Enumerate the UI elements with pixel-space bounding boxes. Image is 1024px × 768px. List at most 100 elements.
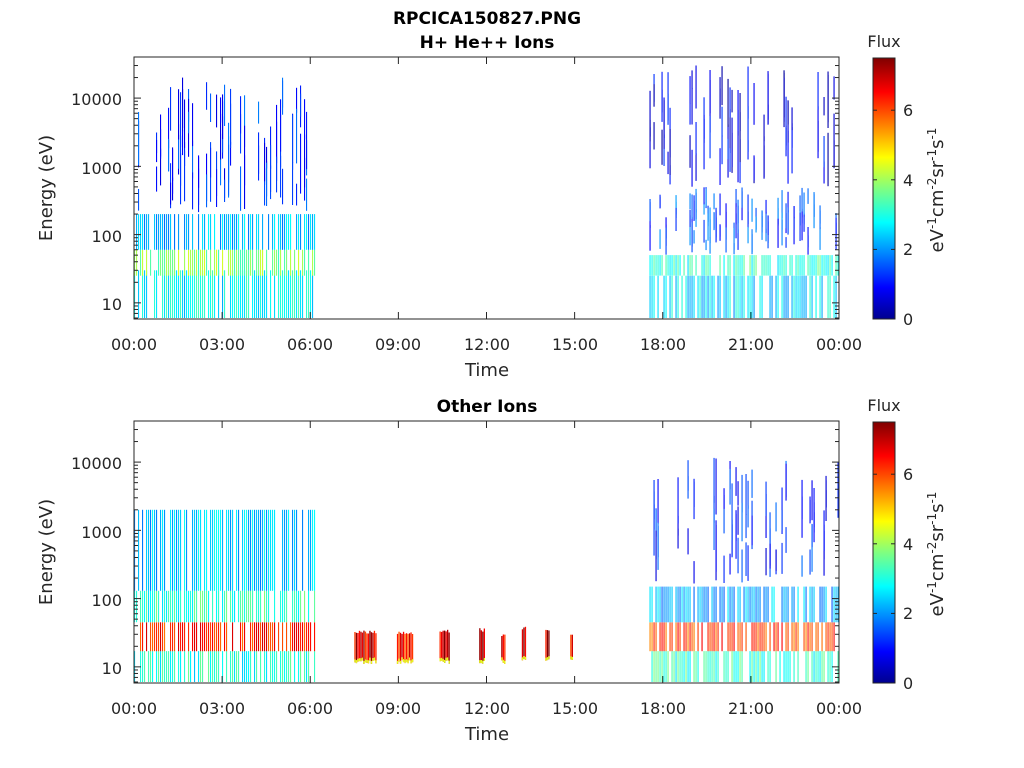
- burst-cell: [570, 656, 572, 660]
- spectrogram-cell: [649, 622, 651, 652]
- spectrogram-cell: [677, 477, 679, 524]
- spectrogram-cell: [250, 622, 252, 652]
- spectrogram-cell: [763, 145, 765, 179]
- spectrogram-cell: [717, 622, 719, 652]
- spectrogram-cell: [665, 651, 667, 682]
- spectrogram-cell: [210, 651, 212, 682]
- spectrogram-cell: [264, 168, 266, 206]
- spectrogram-cell: [310, 214, 312, 250]
- spectrogram-cell: [158, 590, 160, 623]
- spectrogram-cell: [729, 468, 731, 505]
- spectrogram-cell: [260, 651, 262, 682]
- spectrogram-cell: [811, 651, 813, 682]
- spectrogram-cell: [266, 590, 268, 623]
- burst-cell: [501, 657, 503, 661]
- spectrogram-cell: [310, 509, 312, 591]
- spectrogram-cell: [735, 213, 737, 239]
- spectrogram-cell: [168, 270, 170, 318]
- spectrogram-cell: [308, 590, 310, 623]
- spectrogram-cell: [751, 275, 753, 318]
- spectrogram-cell: [306, 214, 308, 250]
- spectrogram-cell: [266, 651, 268, 682]
- spectrogram-cell: [797, 275, 799, 318]
- spectrogram-cell: [671, 586, 673, 623]
- spectrogram-cell: [300, 622, 302, 652]
- spectrogram-cell: [188, 270, 190, 318]
- burst-cell: [444, 630, 446, 663]
- burst-cell: [396, 660, 399, 664]
- spectrogram-cell: [675, 651, 677, 682]
- spectrogram-cell: [296, 509, 298, 591]
- panel-h-he-ions: H+ He++ Ions 00:00 03:00 06:00 09:00 12:…: [36, 32, 948, 381]
- spectrogram-cell: [769, 512, 771, 566]
- spectrogram-cell: [254, 509, 256, 591]
- spectrogram-cell: [244, 270, 246, 318]
- spectrogram-cell: [256, 214, 258, 250]
- spectrogram-cell: [765, 586, 767, 623]
- spectrogram-cell: [296, 214, 298, 250]
- spectrogram-cell: [723, 255, 725, 276]
- spectrogram-cell: [707, 586, 709, 623]
- burst-cell: [375, 660, 377, 664]
- spectrogram-cell: [192, 249, 194, 276]
- spectrogram-cell: [719, 77, 721, 119]
- spectrogram-cell: [765, 481, 767, 517]
- spectrogram-cell: [312, 270, 314, 318]
- spectrogram-cell: [691, 275, 693, 318]
- spectrogram-cell: [823, 97, 825, 116]
- spectrogram-cell: [749, 275, 751, 318]
- spectrogram-cell: [300, 133, 302, 194]
- spectrogram-cell: [689, 76, 691, 104]
- spectrogram-cell: [224, 214, 226, 250]
- spectrogram-cell: [182, 77, 184, 128]
- spectrogram-cell: [232, 509, 234, 591]
- burst-cell: [358, 630, 361, 662]
- spectrogram-cell: [222, 214, 224, 250]
- spectrogram-cell: [230, 270, 232, 318]
- spectrogram-cell: [262, 622, 264, 652]
- burst-cell: [361, 657, 364, 661]
- axis-ticks: [133, 56, 840, 319]
- spectrogram-cell: [761, 622, 763, 652]
- spectrogram-cell: [787, 130, 789, 184]
- spectrogram-cell: [811, 275, 813, 318]
- spectrogram-cell: [210, 270, 212, 318]
- spectrogram-cell: [657, 651, 659, 682]
- panel-title: Other Ions: [437, 397, 538, 417]
- spectrogram-cell: [671, 275, 673, 318]
- spectrogram-cell: [765, 211, 767, 234]
- spectrogram-cell: [232, 270, 234, 318]
- spectrogram-cell: [687, 586, 689, 623]
- y-tick-label: 10: [102, 295, 122, 314]
- spectrogram-cell: [691, 194, 693, 219]
- spectrogram-cell: [156, 509, 158, 591]
- spectrogram-cell: [763, 651, 765, 682]
- y-tick-label: 10: [102, 659, 122, 678]
- spectrogram-cell: [240, 622, 242, 652]
- spectrogram-cell: [180, 153, 182, 205]
- spectrogram-cell: [248, 509, 250, 591]
- spectrogram-cell: [799, 212, 801, 241]
- burst-cell: [358, 658, 361, 662]
- spectrogram-cell: [184, 150, 186, 202]
- spectrogram-cell: [294, 509, 296, 591]
- spectrogram-cell: [250, 249, 252, 276]
- spectrogram-cell: [252, 270, 254, 318]
- spectrogram-cell: [286, 249, 288, 276]
- spectrogram-cell: [829, 651, 831, 682]
- spectrogram-cell: [781, 542, 783, 574]
- spectrogram-cell: [202, 249, 204, 276]
- spectrogram-cell: [260, 590, 262, 623]
- spectrogram-cell: [821, 275, 823, 318]
- spectrogram-cell: [763, 622, 765, 652]
- burst-cell: [571, 634, 573, 660]
- spectrogram-cell: [170, 214, 172, 250]
- spectrogram-cell: [675, 207, 677, 231]
- spectrogram-cell: [228, 509, 230, 591]
- burst-cell: [410, 660, 412, 664]
- colorbar-title: Flux: [867, 32, 900, 51]
- spectrogram-cell: [691, 255, 693, 276]
- spectrogram-cell: [274, 270, 276, 318]
- spectrogram-cell: [753, 155, 755, 181]
- spectrogram-cell: [156, 270, 158, 318]
